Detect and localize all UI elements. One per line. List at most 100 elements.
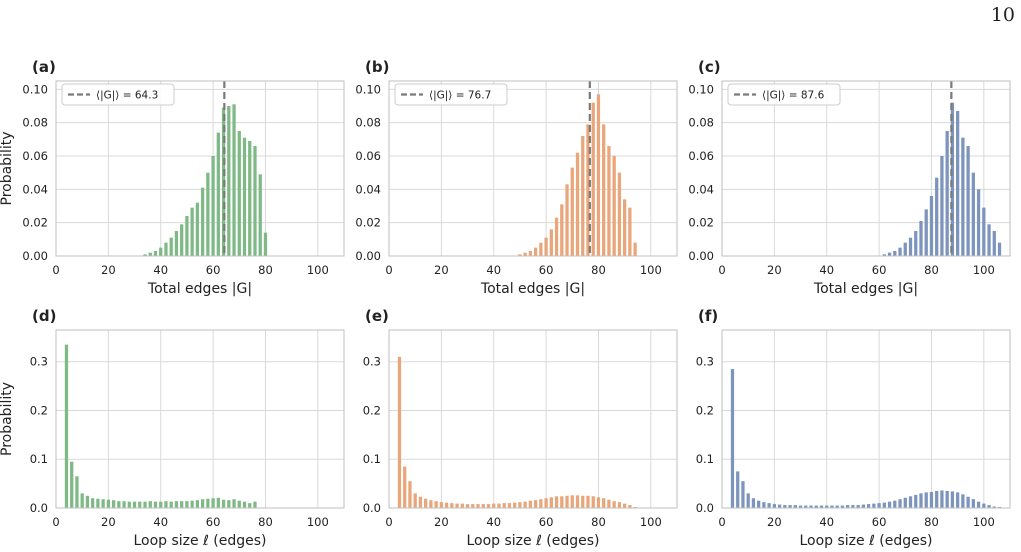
y-tick-label: 0.02 — [688, 216, 714, 230]
chart-panel: 0 20 40 60 80 100 0.0 0.1 0.2 0.3 Loop size ℓ (edg… — [696, 307, 1011, 549]
bar — [591, 102, 595, 257]
bar — [138, 501, 142, 508]
bar — [935, 177, 939, 256]
bar — [75, 476, 79, 508]
plot-frame — [55, 329, 345, 509]
x-tick-label: 80 — [591, 515, 606, 529]
y-tick-label: 0.2 — [30, 403, 48, 417]
bar — [471, 504, 475, 508]
bar — [961, 137, 965, 256]
bar — [544, 237, 548, 256]
bar — [408, 481, 412, 508]
bar — [976, 189, 981, 256]
bar — [633, 242, 637, 256]
bar — [586, 495, 590, 508]
bar — [565, 184, 569, 256]
bar — [607, 146, 611, 256]
bar — [439, 502, 443, 508]
x-tick-label: 100 — [307, 263, 329, 277]
bar — [216, 497, 220, 508]
bar — [227, 500, 231, 508]
bar — [961, 494, 965, 508]
x-tick-label: 80 — [924, 515, 939, 529]
y-tick-label: 0.1 — [696, 452, 714, 466]
bar — [232, 499, 236, 508]
bar — [492, 503, 496, 508]
chart-panel: ⟨|G|⟩ = 87.6 0 20 40 60 80 100 0.00 0.02 0.04 0.06… — [688, 58, 1011, 297]
bar — [549, 229, 553, 256]
bar — [987, 224, 991, 256]
bar — [80, 493, 84, 508]
plot-frame — [721, 80, 1011, 257]
x-tick-label: 0 — [385, 515, 392, 529]
bar — [528, 500, 533, 508]
bar — [476, 504, 480, 508]
plot-frame — [55, 80, 345, 257]
bar — [882, 254, 886, 256]
bar — [602, 498, 606, 508]
bar — [159, 501, 163, 508]
bar — [976, 501, 981, 508]
bar — [935, 490, 939, 508]
bar — [70, 461, 74, 508]
bar — [96, 498, 100, 508]
bar — [602, 124, 606, 256]
y-tick-label: 0.06 — [355, 149, 381, 163]
bar — [903, 497, 907, 508]
bar — [403, 466, 407, 508]
legend-box — [727, 83, 841, 106]
bar — [950, 102, 955, 257]
bar — [258, 174, 262, 256]
bar — [940, 490, 944, 508]
bar — [248, 503, 252, 508]
bar — [518, 502, 522, 508]
bar — [455, 503, 459, 508]
bar — [751, 498, 756, 508]
bar — [872, 503, 876, 508]
x-axis-label: Total edges |G| — [480, 281, 585, 297]
bar — [575, 152, 580, 256]
bar — [793, 505, 797, 508]
bar — [746, 493, 750, 508]
bar — [180, 501, 184, 508]
x-tick-label: 100 — [640, 515, 662, 529]
plot-frame — [388, 329, 678, 509]
bar — [263, 232, 268, 256]
y-tick-label: 0.08 — [22, 116, 48, 130]
bar — [502, 503, 506, 508]
x-tick-label: 0 — [52, 515, 59, 529]
bar — [877, 503, 881, 508]
bar — [809, 505, 813, 508]
x-tick-label: 0 — [718, 263, 725, 277]
x-tick-label: 60 — [872, 515, 887, 529]
bar — [971, 172, 975, 256]
bar — [413, 493, 417, 508]
bar — [966, 496, 970, 508]
bar — [513, 502, 517, 508]
bar — [164, 501, 168, 508]
y-tick-label: 0.1 — [363, 452, 381, 466]
bar — [804, 505, 808, 508]
bar — [174, 231, 179, 256]
y-tick-label: 0.10 — [22, 82, 48, 96]
bar — [898, 499, 902, 508]
bar — [544, 498, 548, 508]
bar — [507, 503, 512, 508]
y-tick-label: 0.08 — [355, 116, 381, 130]
bar — [914, 231, 918, 256]
bar — [762, 502, 766, 508]
bar — [143, 254, 147, 256]
plot-frame — [721, 329, 1011, 509]
x-axis-label: Total edges |G| — [813, 281, 918, 297]
x-tick-label: 100 — [640, 263, 662, 277]
x-tick-label: 20 — [101, 263, 116, 277]
bar — [248, 141, 252, 256]
bar — [481, 504, 485, 508]
y-axis-label: Probability — [0, 131, 15, 205]
bar — [887, 501, 892, 508]
bar — [607, 499, 611, 508]
bar — [570, 167, 574, 256]
bar — [919, 493, 923, 508]
legend: ⟨|G|⟩ = 87.6 — [727, 83, 841, 106]
y-tick-label: 0.3 — [30, 355, 48, 369]
